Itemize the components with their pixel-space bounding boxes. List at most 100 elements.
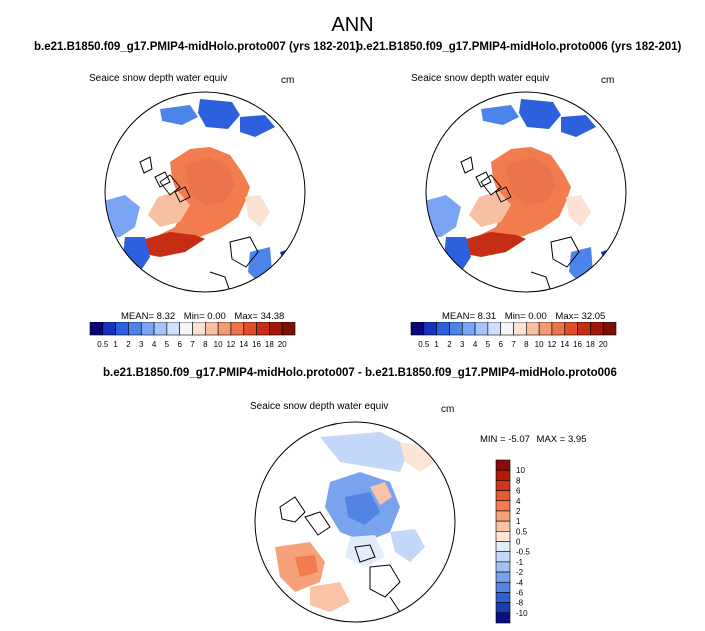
panel2-mean-value: 8.31 bbox=[477, 311, 497, 322]
colorbar-swatch bbox=[495, 561, 511, 573]
colorbar-tick-label: 18 bbox=[265, 340, 274, 349]
diff-coastline bbox=[354, 544, 376, 563]
diff-case-title: b.e21.B1850.f09_g17.PMIP4-midHolo.proto0… bbox=[103, 367, 617, 379]
colorbar-tick-label: -6 bbox=[516, 588, 524, 597]
colorbar-tick-label: 12 bbox=[547, 340, 556, 349]
map2-boundary bbox=[425, 91, 627, 293]
colorbar-tick-label: 10 bbox=[535, 340, 544, 349]
diff-coastline bbox=[279, 496, 306, 523]
diff-coastline bbox=[369, 564, 401, 598]
colorbar-swatch bbox=[243, 322, 257, 336]
diff-coastline bbox=[304, 511, 331, 536]
colorbar-panel1: 0.5 1 2 3 4 5 6 7 8 10 12 14 16 18 20 bbox=[89, 322, 296, 349]
map1-snow-region bbox=[280, 247, 300, 277]
panel2-max-label: Max= bbox=[555, 311, 579, 322]
map2-snow-region bbox=[481, 105, 519, 125]
diff-min-value: -5.07 bbox=[508, 434, 530, 445]
colorbar-swatch bbox=[487, 322, 501, 336]
panel2-mean-label: MEAN= bbox=[442, 311, 475, 322]
colorbar-swatch bbox=[495, 531, 511, 542]
panel1-stats: MEAN= 8.32 Min= 0.00 Max= 34.38 bbox=[121, 311, 284, 322]
colorbar-tick-label: 4 bbox=[516, 497, 521, 506]
colorbar-tick-label: 14 bbox=[560, 340, 569, 349]
colorbar-tick-label: -10 bbox=[516, 609, 528, 618]
diff-change-region bbox=[320, 432, 410, 472]
colorbar-tick-label: 20 bbox=[599, 340, 608, 349]
colorbar-swatch bbox=[495, 551, 511, 563]
diff-change-region bbox=[295, 555, 318, 577]
colorbar-tick-label: 7 bbox=[190, 340, 195, 349]
colorbar-tick-label: -1 bbox=[516, 558, 524, 567]
colorbar-tick-label: 7 bbox=[511, 340, 516, 349]
colorbar-swatch bbox=[513, 322, 527, 336]
diff-units-label: cm bbox=[441, 404, 455, 415]
colorbar-swatch bbox=[495, 500, 511, 512]
map-diff bbox=[254, 421, 456, 623]
colorbar-swatch bbox=[128, 322, 142, 336]
panel1-mean-label: MEAN= bbox=[121, 311, 154, 322]
panel1-mean-value: 8.32 bbox=[156, 311, 176, 322]
map1-snow-region bbox=[160, 105, 198, 125]
colorbar-tick-label: 6 bbox=[498, 340, 503, 349]
panel1-max-label: Max= bbox=[234, 311, 258, 322]
colorbar-tick-label: 1 bbox=[516, 517, 521, 526]
diff-min-label: MIN = bbox=[480, 434, 506, 445]
colorbar-swatch bbox=[102, 322, 116, 336]
colorbar-swatch bbox=[495, 592, 511, 603]
colorbar-swatch bbox=[538, 322, 553, 336]
colorbar-swatch bbox=[179, 322, 193, 336]
panel2-max-value: 32.05 bbox=[581, 311, 606, 322]
colorbar-tick-label: 16 bbox=[573, 340, 582, 349]
colorbar-swatch bbox=[217, 322, 232, 336]
colorbar-tick-label: 0 bbox=[516, 538, 521, 547]
panel2-min-value: 0.00 bbox=[528, 311, 547, 322]
colorbar-tick-label: 4 bbox=[473, 340, 478, 349]
map1-coastline bbox=[139, 156, 153, 174]
panel1-min-value: 0.00 bbox=[207, 311, 226, 322]
map1-snow-region bbox=[140, 232, 205, 257]
diff-change-region bbox=[390, 529, 425, 562]
colorbar-tick-label: 20 bbox=[278, 340, 287, 349]
colorbar-tick-label: 8 bbox=[524, 340, 529, 349]
colorbar-tick-label: 2 bbox=[447, 340, 452, 349]
map1-snow-region bbox=[240, 115, 275, 137]
colorbar-tick-label: 2 bbox=[126, 340, 131, 349]
colorbar-swatch bbox=[500, 322, 514, 336]
colorbar-swatch bbox=[495, 612, 511, 624]
map2-snow-region bbox=[566, 195, 591, 227]
diff-change-region bbox=[310, 582, 350, 612]
colorbar-tick-label: 1 bbox=[113, 340, 118, 349]
colorbar-swatch bbox=[474, 322, 489, 336]
colorbar-tick-label: -0.5 bbox=[516, 548, 530, 557]
colorbar-tick-label: 6 bbox=[516, 487, 521, 496]
colorbar-tick-label: 0.5 bbox=[97, 340, 109, 349]
map1-coastline bbox=[154, 171, 171, 188]
colorbar-swatch bbox=[281, 322, 296, 336]
colorbar-tick-label: 16 bbox=[252, 340, 261, 349]
diff-change-region bbox=[345, 535, 385, 567]
panel1-units-label: cm bbox=[281, 75, 295, 86]
colorbar-tick-label: -8 bbox=[516, 599, 524, 608]
colorbar-swatch bbox=[495, 490, 511, 502]
diff-boundary bbox=[254, 421, 456, 623]
colorbar-swatch bbox=[461, 322, 476, 336]
colorbar-swatch bbox=[590, 322, 604, 336]
panel2-case-title: b.e21.B1850.f09_g17.PMIP4-midHolo.proto0… bbox=[356, 41, 682, 53]
colorbar-swatch bbox=[495, 520, 511, 532]
colorbar-swatch bbox=[436, 322, 450, 336]
map2-snow-region bbox=[461, 232, 526, 257]
colorbar-tick-label: -2 bbox=[516, 568, 524, 577]
colorbar-tick-label: 3 bbox=[460, 340, 465, 349]
colorbar-tick-label: 3 bbox=[139, 340, 144, 349]
map2-coastline bbox=[480, 174, 512, 203]
colorbar-tick-label: 5 bbox=[165, 340, 170, 349]
colorbar-tick-label: 8 bbox=[203, 340, 208, 349]
map1-snow-region bbox=[185, 157, 235, 205]
colorbar-swatch bbox=[495, 459, 511, 471]
colorbar-swatch bbox=[410, 322, 425, 336]
map-panel2 bbox=[425, 91, 627, 293]
diff-stats: MIN = -5.07 MAX = 3.95 bbox=[480, 434, 586, 445]
colorbar-swatch bbox=[269, 322, 283, 336]
diff-max-value: 3.95 bbox=[567, 434, 587, 445]
